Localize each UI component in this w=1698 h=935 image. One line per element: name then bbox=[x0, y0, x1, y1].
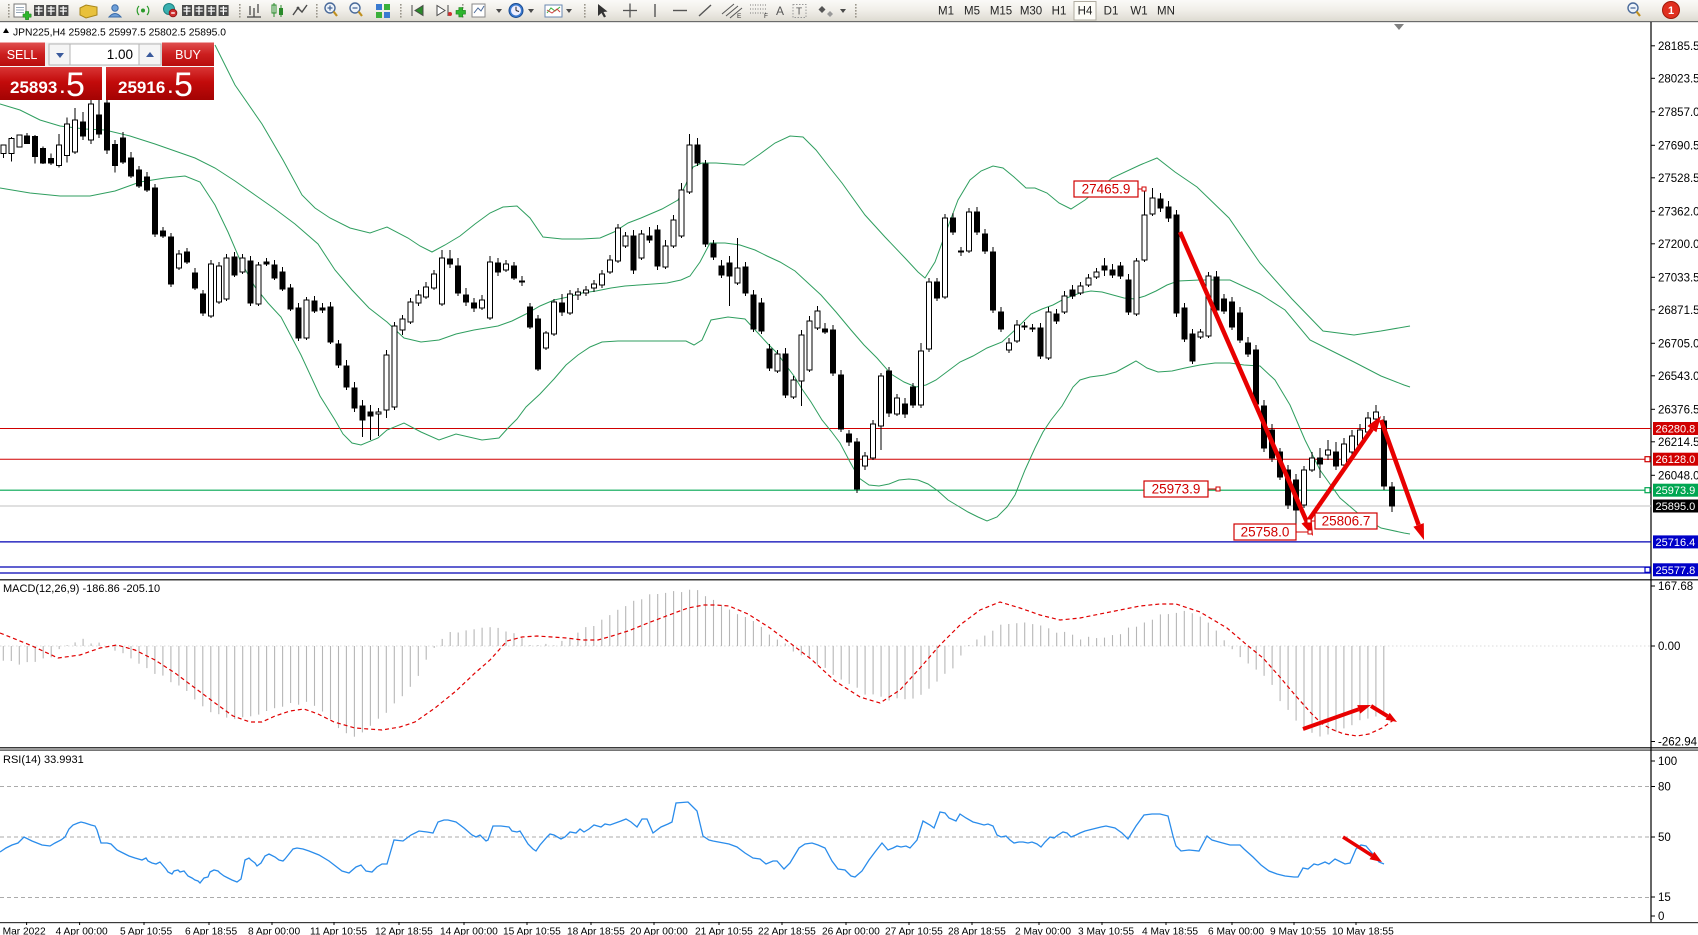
svg-text:6 May 00:00: 6 May 00:00 bbox=[1208, 927, 1264, 935]
svg-text:15 Apr 10:55: 15 Apr 10:55 bbox=[503, 927, 561, 935]
svg-text:5: 5 bbox=[66, 66, 85, 104]
svg-text:F: F bbox=[764, 13, 768, 20]
svg-text:27 Apr 10:55: 27 Apr 10:55 bbox=[885, 927, 943, 935]
svg-text:11 Apr 10:55: 11 Apr 10:55 bbox=[310, 927, 367, 935]
svg-text:27528.5: 27528.5 bbox=[1658, 173, 1698, 185]
svg-text:2 May 00:00: 2 May 00:00 bbox=[1015, 927, 1071, 935]
svg-text:20 Apr 00:00: 20 Apr 00:00 bbox=[630, 927, 688, 935]
svg-text:27690.5: 27690.5 bbox=[1658, 140, 1698, 152]
svg-text:100: 100 bbox=[1658, 756, 1677, 768]
svg-text:9 May 10:55: 9 May 10:55 bbox=[1270, 927, 1326, 935]
svg-text:A: A bbox=[776, 4, 784, 18]
svg-text:25895.0: 25895.0 bbox=[1656, 501, 1696, 513]
svg-text:.: . bbox=[60, 78, 65, 97]
svg-text:4 Apr 00:00: 4 Apr 00:00 bbox=[56, 927, 108, 935]
svg-text:1: 1 bbox=[1668, 5, 1674, 17]
svg-text:E: E bbox=[737, 13, 742, 20]
svg-text:Mar 2022: Mar 2022 bbox=[3, 927, 46, 935]
svg-text:SELL: SELL bbox=[7, 48, 38, 62]
svg-text:27200.0: 27200.0 bbox=[1658, 239, 1698, 251]
svg-text:26543.0: 26543.0 bbox=[1658, 371, 1698, 383]
svg-text:27465.9: 27465.9 bbox=[1082, 182, 1131, 197]
svg-text:27362.0: 27362.0 bbox=[1658, 206, 1698, 218]
svg-text:5 Apr 10:55: 5 Apr 10:55 bbox=[120, 927, 172, 935]
svg-text:0.00: 0.00 bbox=[1658, 641, 1680, 653]
svg-text:26128.0: 26128.0 bbox=[1656, 454, 1696, 466]
svg-text:28 Apr 18:55: 28 Apr 18:55 bbox=[948, 927, 1006, 935]
svg-text:27033.5: 27033.5 bbox=[1658, 272, 1698, 284]
svg-text:22 Apr 18:55: 22 Apr 18:55 bbox=[758, 927, 816, 935]
svg-text:26280.8: 26280.8 bbox=[1656, 424, 1696, 436]
svg-text:D1: D1 bbox=[1104, 6, 1119, 18]
svg-text:MN: MN bbox=[1157, 6, 1175, 18]
svg-text:W1: W1 bbox=[1130, 6, 1147, 18]
svg-text:25577.8: 25577.8 bbox=[1656, 565, 1696, 577]
svg-text:10 May 18:55: 10 May 18:55 bbox=[1332, 927, 1394, 935]
svg-text:MACD(12,26,9) -186.86 -205.10: MACD(12,26,9) -186.86 -205.10 bbox=[3, 583, 160, 595]
svg-text:26376.5: 26376.5 bbox=[1658, 404, 1698, 416]
svg-text:25806.7: 25806.7 bbox=[1322, 514, 1371, 529]
svg-text:6 Apr 18:55: 6 Apr 18:55 bbox=[185, 927, 237, 935]
svg-text:167.68: 167.68 bbox=[1658, 581, 1693, 593]
svg-text:-262.94: -262.94 bbox=[1658, 737, 1698, 749]
svg-text:80: 80 bbox=[1658, 782, 1671, 794]
svg-text:28185.5: 28185.5 bbox=[1658, 41, 1698, 53]
svg-text:25893: 25893 bbox=[10, 78, 57, 97]
svg-text:25973.9: 25973.9 bbox=[1152, 482, 1201, 497]
svg-text:5: 5 bbox=[174, 66, 193, 104]
svg-text:28023.5: 28023.5 bbox=[1658, 73, 1698, 85]
svg-text:25973.9: 25973.9 bbox=[1656, 485, 1696, 497]
svg-text:26048.0: 26048.0 bbox=[1658, 470, 1698, 482]
svg-text:M15: M15 bbox=[990, 6, 1012, 18]
svg-text:26 Apr 00:00: 26 Apr 00:00 bbox=[822, 927, 880, 935]
svg-text:M30: M30 bbox=[1020, 6, 1042, 18]
svg-text:25716.4: 25716.4 bbox=[1656, 537, 1696, 549]
svg-text:14 Apr 00:00: 14 Apr 00:00 bbox=[440, 927, 498, 935]
svg-text:H1: H1 bbox=[1052, 6, 1067, 18]
svg-text:JPN225,H4 25982.5 25997.5 258: JPN225,H4 25982.5 25997.5 25802.5 25895.… bbox=[13, 28, 226, 39]
svg-text:M5: M5 bbox=[964, 6, 980, 18]
svg-text:26871.5: 26871.5 bbox=[1658, 305, 1698, 317]
svg-text:25758.0: 25758.0 bbox=[1241, 525, 1290, 540]
svg-text:3 May 10:55: 3 May 10:55 bbox=[1078, 927, 1134, 935]
svg-text:1.00: 1.00 bbox=[107, 47, 133, 62]
svg-text:4 May 18:55: 4 May 18:55 bbox=[1142, 927, 1198, 935]
svg-text:T: T bbox=[796, 7, 802, 18]
svg-text:18 Apr 18:55: 18 Apr 18:55 bbox=[567, 927, 625, 935]
svg-text:8 Apr 00:00: 8 Apr 00:00 bbox=[248, 927, 300, 935]
svg-text:M1: M1 bbox=[938, 6, 954, 18]
svg-text:25916: 25916 bbox=[118, 78, 165, 97]
svg-text:0: 0 bbox=[1658, 911, 1664, 923]
svg-text:21 Apr 10:55: 21 Apr 10:55 bbox=[695, 927, 753, 935]
svg-text:26214.5: 26214.5 bbox=[1658, 437, 1698, 449]
svg-text:27857.0: 27857.0 bbox=[1658, 107, 1698, 119]
svg-text:.: . bbox=[168, 78, 173, 97]
svg-text:12 Apr 18:55: 12 Apr 18:55 bbox=[375, 927, 433, 935]
svg-text:15: 15 bbox=[1658, 892, 1671, 904]
svg-text:26705.0: 26705.0 bbox=[1658, 338, 1698, 350]
svg-text:RSI(14) 33.9931: RSI(14) 33.9931 bbox=[3, 754, 84, 766]
svg-text:H4: H4 bbox=[1078, 6, 1093, 18]
svg-text:BUY: BUY bbox=[175, 48, 201, 62]
svg-text:50: 50 bbox=[1658, 832, 1671, 844]
